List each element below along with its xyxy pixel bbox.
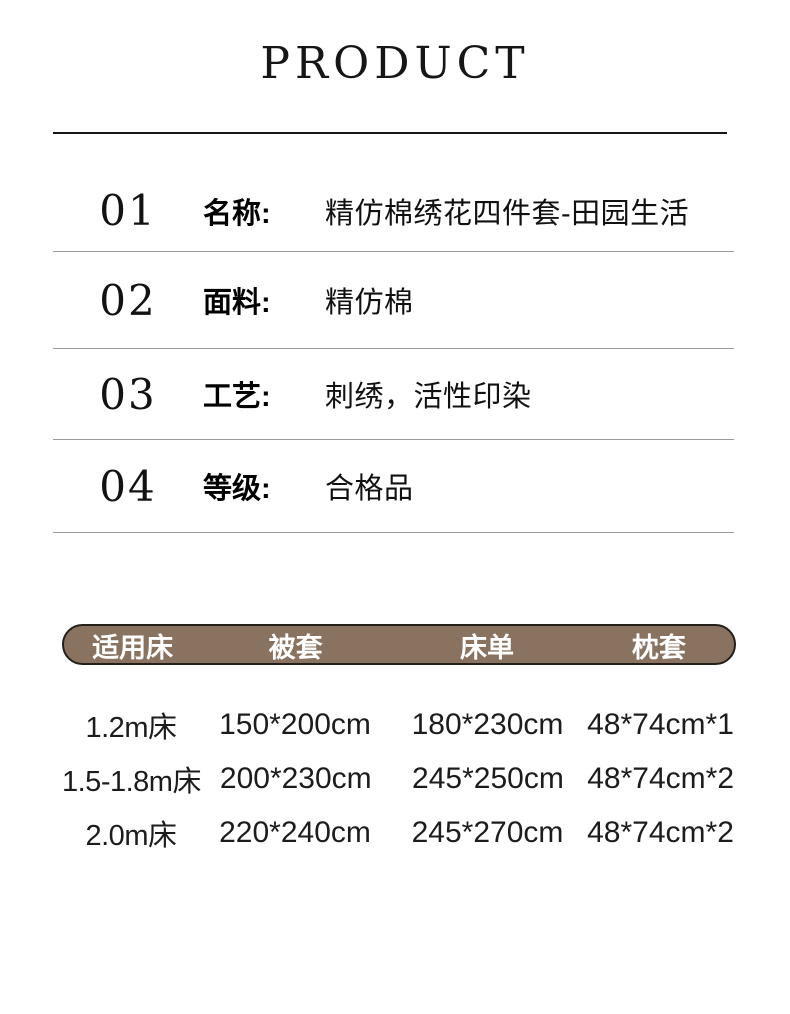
size-cell-pillowcase: 48*74cm*2: [587, 816, 734, 849]
size-cell-sheet: 245*250cm: [412, 762, 564, 795]
spec-label-fabric: 面料:: [203, 287, 271, 319]
size-table-body: 1.2m床 150*200cm 180*230cm 48*74cm*1 1.5-…: [62, 698, 736, 860]
page-title: PRODUCT: [260, 38, 530, 89]
spec-value-grade: 合格品: [325, 473, 414, 505]
size-header-duvet: 被套: [268, 633, 323, 663]
size-header-pillowcase: 枕套: [631, 633, 686, 663]
spec-label-craft: 工艺:: [203, 381, 271, 413]
table-row: 1.2m床 150*200cm 180*230cm 48*74cm*1: [62, 698, 736, 752]
size-cell-duvet: 220*240cm: [219, 816, 371, 849]
table-row: 1.5-1.8m床 200*230cm 245*250cm 48*74cm*2: [62, 752, 736, 806]
spec-index: 01: [99, 186, 157, 235]
spec-row-fabric: 02 面料: 精仿棉: [53, 252, 734, 349]
spec-label-name: 名称:: [203, 197, 271, 230]
title-underline: [53, 132, 727, 134]
spec-value-craft: 刺绣，活性印染: [325, 381, 532, 413]
size-cell-pillowcase: 48*74cm*2: [587, 762, 735, 795]
size-cell-bed: 2.0m床: [85, 820, 177, 852]
spec-row-grade: 04 等级: 合格品: [53, 440, 734, 533]
spec-index: 02: [99, 275, 157, 325]
spec-index: 04: [99, 461, 157, 511]
size-cell-duvet: 150*200cm: [219, 708, 371, 741]
size-cell-sheet: 180*230cm: [411, 708, 564, 741]
size-cell-bed: 1.2m床: [85, 712, 177, 744]
table-row: 2.0m床 220*240cm 245*270cm 48*74cm*2: [62, 806, 736, 860]
size-header-bed: 适用床: [92, 633, 174, 663]
spec-row-name: 01 名称: 精仿棉绣花四件套-田园生活: [53, 134, 734, 252]
spec-index: 03: [99, 369, 157, 419]
spec-value-name: 精仿棉绣花四件套-田园生活: [325, 197, 690, 230]
size-cell-sheet: 245*270cm: [411, 816, 564, 849]
spec-list: 01 名称: 精仿棉绣花四件套-田园生活 02 面料: 精仿棉 03 工艺: 刺…: [53, 134, 734, 533]
size-cell-bed: 1.5-1.8m床: [62, 766, 201, 798]
size-table-header-bar: 适用床 被套 床单 枕套: [62, 624, 736, 665]
spec-row-craft: 03 工艺: 刺绣，活性印染: [53, 349, 734, 440]
size-cell-pillowcase: 48*74cm*1: [587, 708, 734, 741]
size-header-sheet: 床单: [459, 633, 514, 663]
spec-label-grade: 等级:: [203, 473, 271, 505]
size-cell-duvet: 200*230cm: [219, 762, 372, 795]
spec-value-fabric: 精仿棉: [325, 287, 414, 319]
